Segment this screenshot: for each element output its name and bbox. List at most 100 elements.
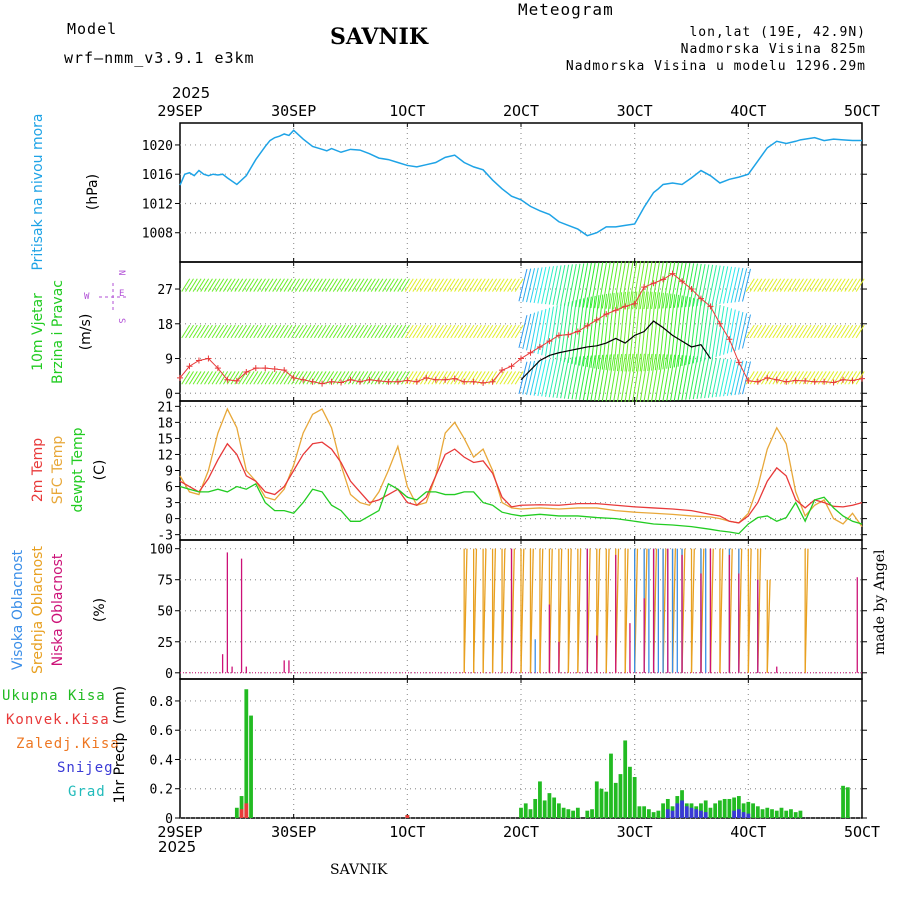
wind-arrow [851,278,861,292]
gust-marker [527,349,534,356]
gust-marker [631,300,638,307]
wind-arrow [704,264,714,306]
precip-bar [718,800,722,818]
wind-arrow [624,353,634,402]
wind-arrow [814,324,823,339]
wind-arrow [628,353,638,402]
wind-arrow [526,268,536,303]
wind-arrow [810,324,820,339]
wind-arrow [226,278,236,292]
wind-arrow [772,324,782,339]
wind-arrow [616,291,626,372]
wind-arrow [582,262,592,308]
precip-bar [594,781,599,818]
wind-arrow [840,371,850,385]
wind-arrow [260,371,270,385]
wind-arrow [586,262,596,308]
wind-arrow [207,278,217,292]
wind-arrow [370,278,380,292]
wind-arrow [817,278,827,292]
precip-bar [793,812,798,818]
wind-arrow [461,324,471,339]
y-tick-label: 75 [157,574,173,589]
wind-arrow [692,299,702,364]
wind-arrow [427,278,437,292]
precip-bar [741,812,746,818]
cloud-bar [605,548,610,673]
gust-marker [518,355,524,362]
precip-bar [585,810,590,818]
wind-arrow [654,261,664,309]
wind-arrow [185,324,194,339]
wind-arrow [666,262,676,309]
wind-arrow [575,356,585,400]
wind-arrow [556,264,566,306]
wind-arrow [181,371,191,385]
wind-arrow [556,303,566,360]
wind-arrow [298,278,308,292]
wind-arrow [385,278,395,292]
wind-arrow [738,268,748,303]
wind-arrow [200,324,210,339]
gust-marker [442,376,449,383]
wind-arrow [829,324,839,339]
wind-arrow [544,358,554,397]
station-title: SAVNIK [330,24,428,50]
gust-marker [783,378,790,385]
wind-arrow [598,293,608,370]
wind-arrow [438,324,448,339]
wind-arrow [783,324,793,339]
wind-arrow [787,324,797,339]
wind-arrow [677,262,687,308]
wind-arrow [438,371,448,385]
wind-arrow [503,371,513,385]
wind-arrow [802,278,812,292]
wind-arrow [245,324,255,339]
wind-arrow [688,356,698,400]
y-tick-label: 1016 [142,168,173,183]
wind-arrow [795,371,804,385]
wind-arrow [412,324,422,339]
wind-arrow [541,359,551,397]
precip-bar [599,788,604,818]
wind-arrow [810,278,820,292]
wind-arrow [749,278,759,292]
y-tick-label: 1020 [142,139,173,154]
wind-arrow [442,371,452,385]
wind-arrow [802,324,812,339]
gust-marker [584,322,591,329]
x-tick-label-top: 2OCT [503,102,539,120]
gust-marker [347,376,354,383]
gust-marker [461,378,468,385]
wind-arrow [423,324,433,339]
wind-arrow [522,268,532,302]
gust-marker [811,378,818,385]
gust-marker [451,375,458,382]
wind-arrow [749,324,759,339]
precip-legend-item: Grad [68,784,106,800]
wind-arrow [317,371,327,385]
gust-marker [432,376,439,383]
wind-arrow [522,313,532,350]
precip-bar [523,803,528,818]
precip-bar [604,791,609,818]
wind-arrow [836,324,846,339]
wind-arrow [495,371,505,385]
temp-line-2m-temp [179,441,863,524]
wind-arrow [465,371,475,385]
y-tick-label: 1008 [142,227,173,242]
gust-marker [555,332,562,339]
gust-marker [679,278,686,285]
model-name-text: wrf—nmm_v3.9.1 e3km [64,49,255,67]
wind-arrow [245,371,255,385]
wind-arrow [279,278,289,292]
wind-arrow [431,324,441,339]
wind-arrow [681,355,691,401]
wind-arrow [783,371,793,385]
precip-bar [538,781,542,818]
series-marks [177,129,865,818]
wind-arrow [833,324,842,339]
wind-arrow [484,278,494,292]
wind-arrow [821,324,831,339]
wind-arrow [692,263,702,307]
